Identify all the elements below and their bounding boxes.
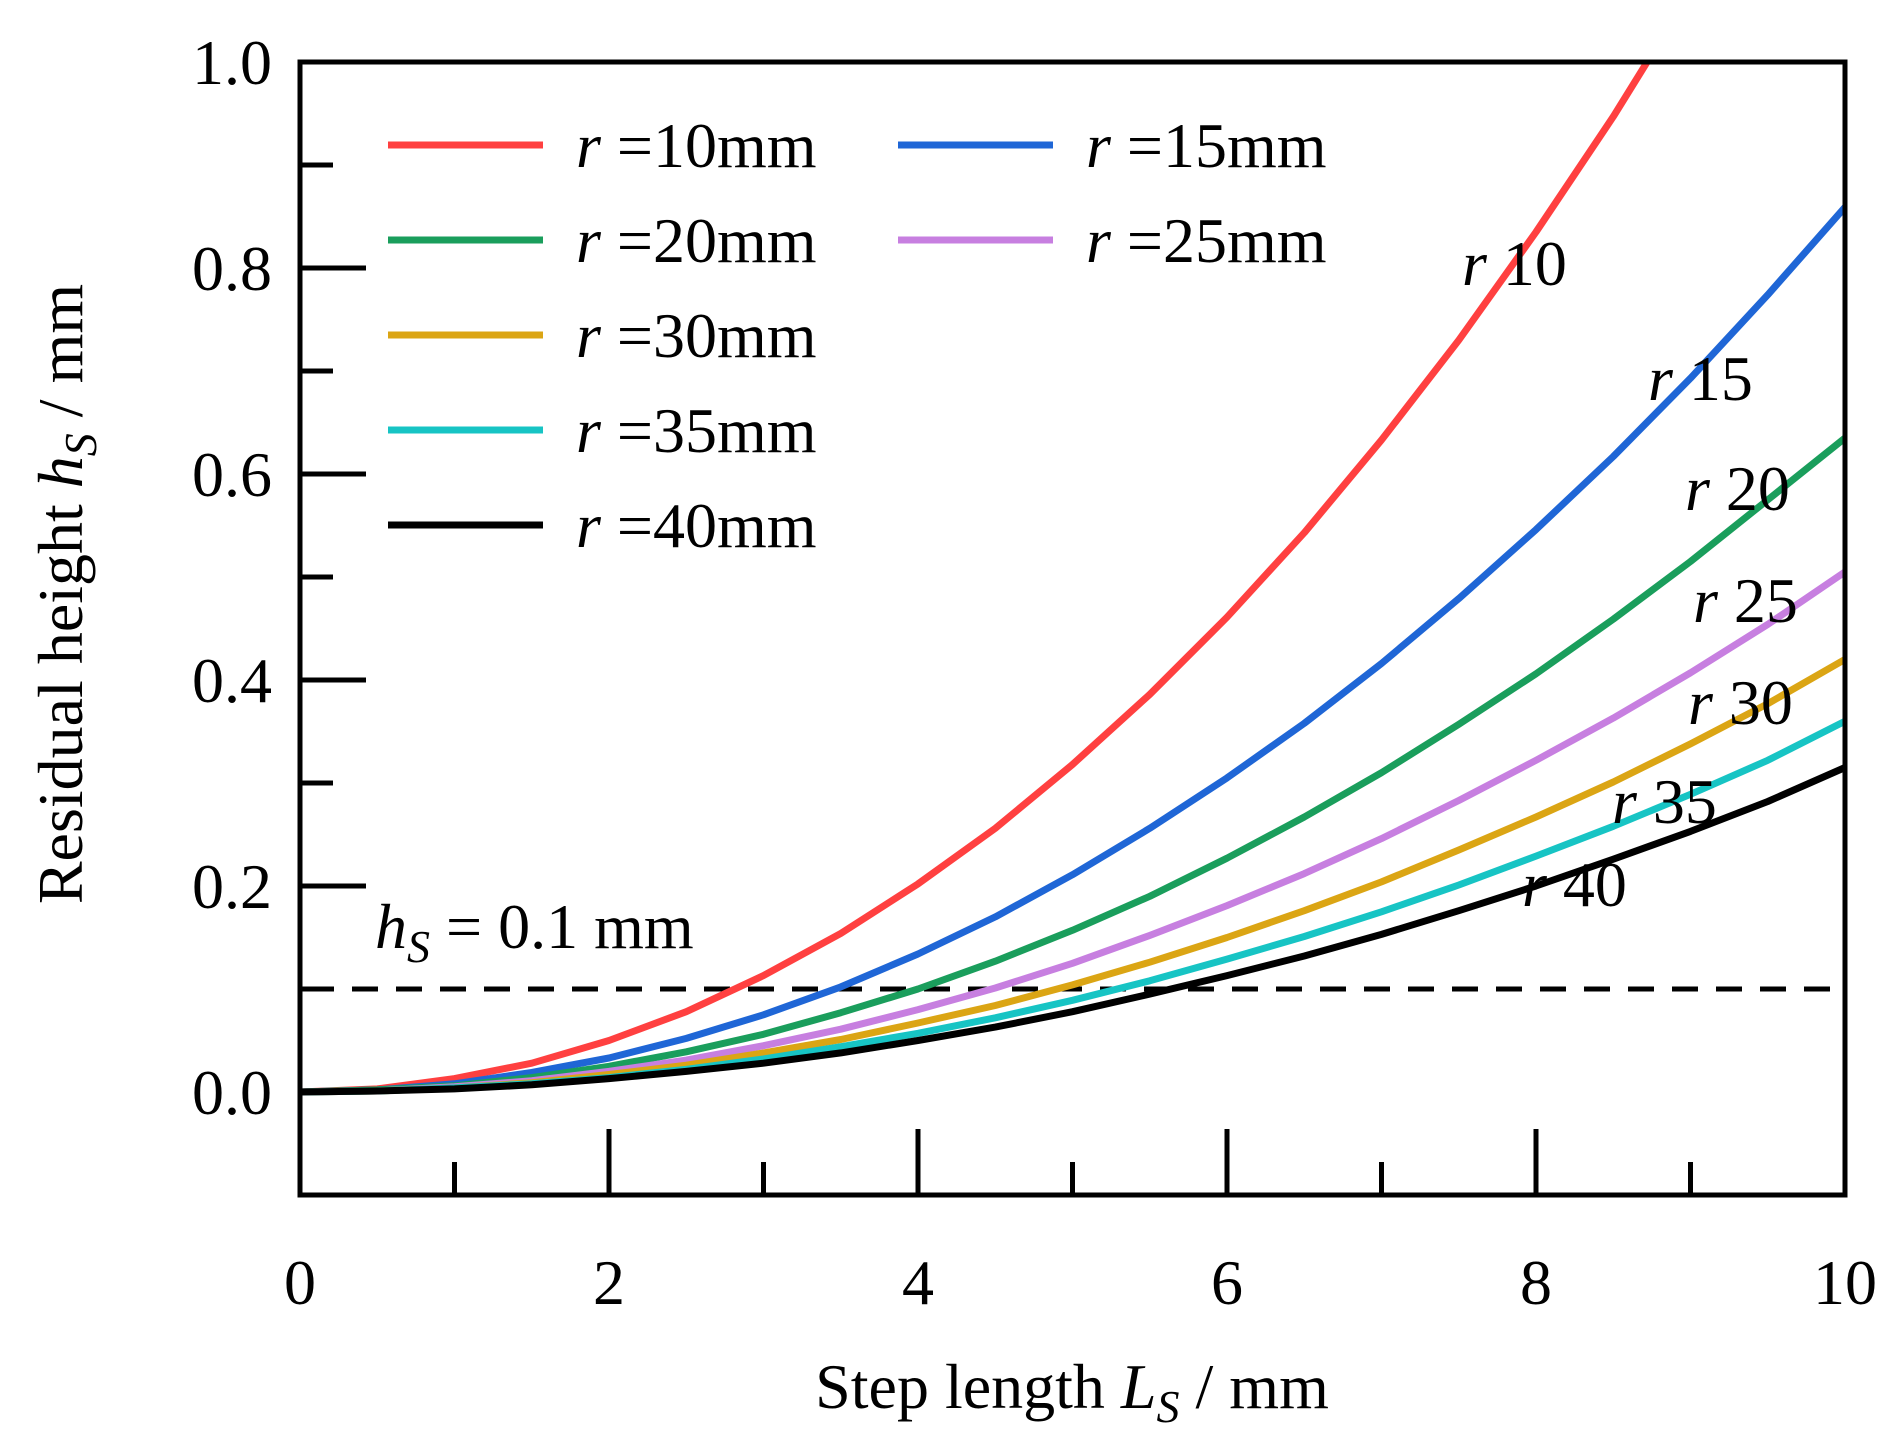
x-axis-label: Step length LS / mm — [815, 1351, 1329, 1432]
y-tick-label: 0.8 — [192, 233, 272, 304]
curve-label-r20: r 20 — [1685, 453, 1790, 524]
legend-label-r20: r =20mm — [576, 205, 817, 276]
series-line-r15 — [300, 204, 1845, 1096]
y-tick-label: 0.0 — [192, 1057, 272, 1128]
legend-label-r15: r =15mm — [1086, 110, 1327, 181]
series-lines — [300, 62, 1845, 1096]
legend-label-r30: r =30mm — [576, 300, 817, 371]
y-tick-label: 0.4 — [192, 645, 272, 716]
x-tick-label: 6 — [1211, 1247, 1243, 1318]
series-line-r10 — [300, 62, 1652, 1096]
x-tick-label: 10 — [1813, 1247, 1877, 1318]
y-tick-label: 1.0 — [192, 27, 272, 98]
curve-label-r15: r 15 — [1648, 343, 1753, 414]
reference-line-label: hS = 0.1 mm — [375, 891, 694, 972]
legend-label-r35: r =35mm — [576, 395, 817, 466]
x-tick-labels: 0 2 4 6 8 10 — [284, 1247, 1877, 1318]
curve-label-r30: r 30 — [1688, 667, 1793, 738]
legend-label-r25: r =25mm — [1086, 205, 1327, 276]
series-line-r40 — [300, 764, 1845, 1096]
curve-label-r10: r 10 — [1462, 228, 1567, 299]
curve-label-r35: r 35 — [1612, 766, 1717, 837]
x-tick-label: 0 — [284, 1247, 316, 1318]
x-tick-label: 8 — [1520, 1247, 1552, 1318]
x-tick-label: 4 — [902, 1247, 934, 1318]
y-tick-label: 0.2 — [192, 851, 272, 922]
legend-label-r40: r =40mm — [576, 490, 817, 561]
curve-labels: r 10 r 15 r 20 r 25 r 30 r 35 r 40 — [1462, 228, 1798, 920]
y-axis-label: Residual height hS / mm — [25, 284, 106, 904]
y-tick-label: 0.6 — [192, 439, 272, 510]
legend-label-r10: r =10mm — [576, 110, 817, 181]
x-tick-label: 2 — [593, 1247, 625, 1318]
curve-label-r40: r 40 — [1522, 849, 1627, 920]
series-line-r20 — [300, 435, 1845, 1096]
curve-label-r25: r 25 — [1693, 565, 1798, 636]
legend: r =10mm r =15mm r =20mm r =25mm r =30mm r =35… — [388, 110, 1327, 561]
y-tick-labels: 0.0 0.2 0.4 0.6 0.8 1.0 — [192, 27, 272, 1128]
plot-frame — [297, 59, 1848, 1198]
